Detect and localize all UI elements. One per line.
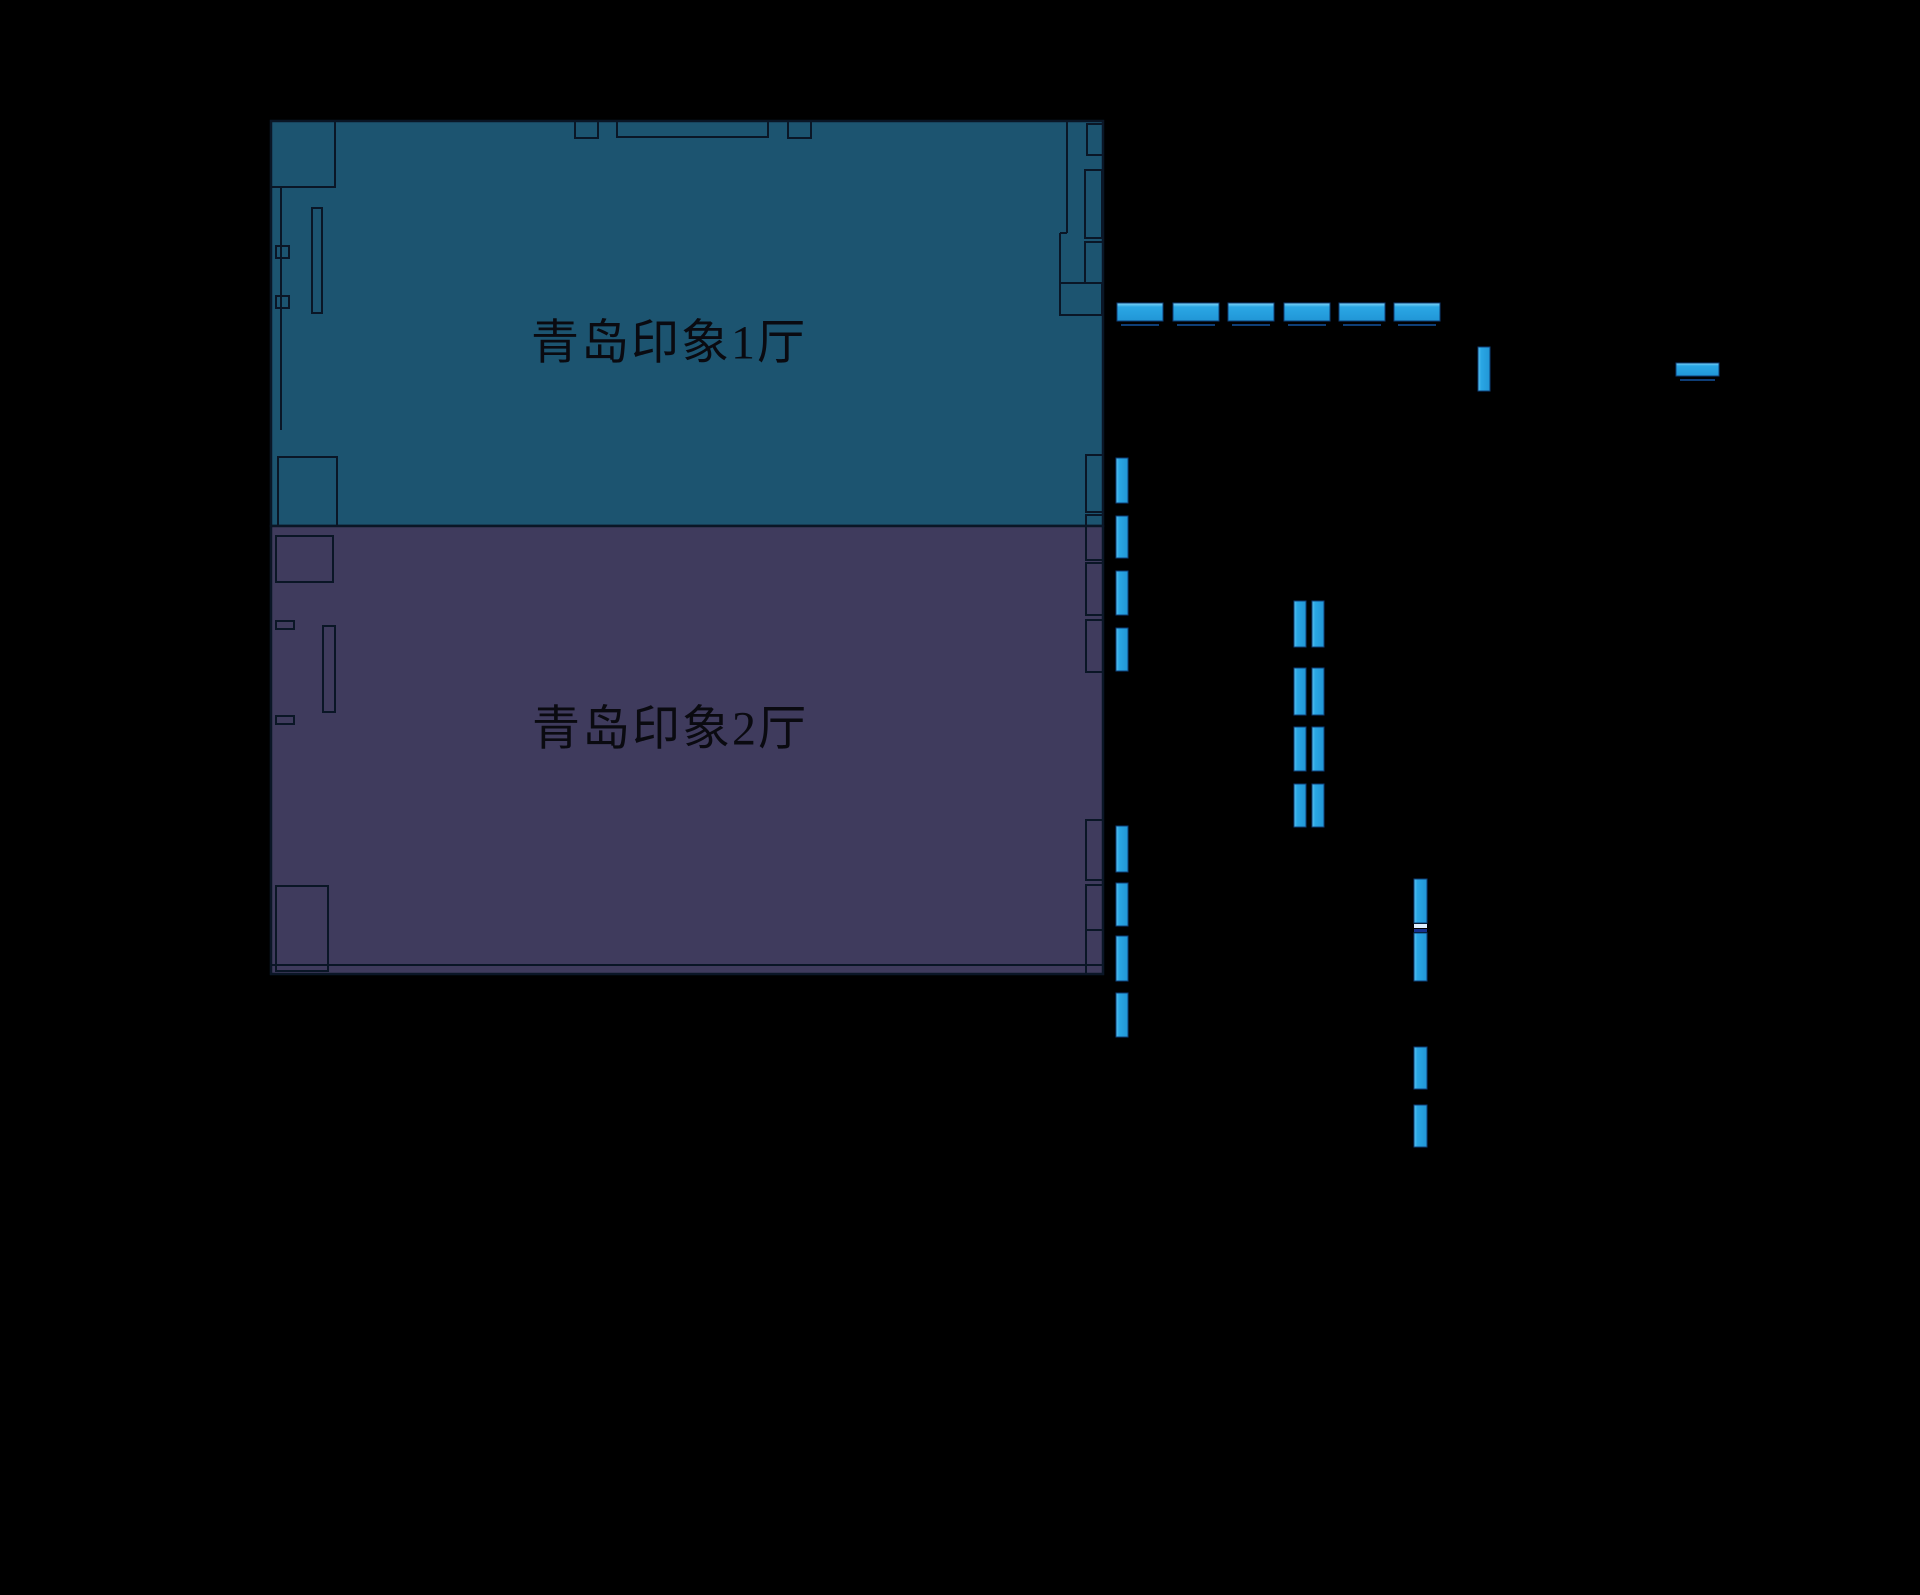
accent-tick-0 [1414,924,1427,928]
door-marker-vertical-18 [1293,667,1307,716]
wall-rect-16 [275,535,334,583]
door-marker-vertical-10 [1115,570,1129,616]
door-marker-shadow-3 [1288,324,1326,326]
door-marker-vertical-16 [1293,600,1307,648]
wall-rect-13 [1085,514,1104,561]
door-marker-vertical-24 [1413,878,1428,924]
door-marker-vertical-9 [1115,515,1129,559]
door-marker-horizontal-4 [1338,302,1386,322]
door-marker-vertical-12 [1115,825,1129,873]
wall-rect-9 [1084,169,1103,239]
door-marker-vertical-21 [1311,726,1325,772]
door-marker-shadow-0 [1121,324,1159,326]
door-marker-horizontal-6 [1675,362,1720,377]
door-marker-vertical-22 [1293,783,1307,828]
hall1-area[interactable] [269,119,1105,528]
door-marker-vertical-26 [1413,1046,1428,1090]
door-marker-vertical-27 [1413,1104,1428,1148]
door-marker-shadow-2 [1232,324,1270,326]
wall-rect-14 [1085,562,1104,616]
wall-rect-3 [311,207,323,314]
wall-rect-15 [1085,619,1104,673]
halls-layer [269,119,1105,976]
wall-rect-21 [1085,819,1104,881]
wall-rect-0 [270,120,336,188]
hall-labels-layer: 青岛印象1厅 青岛印象2厅 [531,316,808,755]
hall2-label: 青岛印象2厅 [532,702,808,755]
door-marker-vertical-8 [1115,457,1129,504]
wall-rect-23 [1085,929,1104,975]
wall-rect-12 [1085,454,1104,513]
wall-rect-19 [275,715,295,725]
hall1-label: 青岛印象1厅 [531,316,807,369]
door-marker-shadow-5 [1398,324,1436,326]
wall-rect-6 [616,120,769,138]
wall-rect-7 [787,120,812,139]
door-markers-layer [1115,302,1720,1148]
wall-rect-1 [275,245,290,259]
door-marker-shadow-1 [1177,324,1215,326]
door-marker-vertical-7 [1477,346,1491,392]
door-marker-horizontal-2 [1227,302,1275,322]
wall-rect-18 [275,620,295,630]
wall-rect-11 [1059,282,1103,316]
wall-rect-8 [1086,123,1104,156]
door-marker-vertical-20 [1293,726,1307,772]
door-marker-shadow-4 [1343,324,1381,326]
door-marker-vertical-25 [1413,932,1428,982]
door-marker-vertical-17 [1311,600,1325,648]
door-marker-vertical-14 [1115,935,1129,982]
door-marker-horizontal-3 [1283,302,1331,322]
wall-rect-20 [275,885,329,972]
accent-tick-1 [1414,929,1427,932]
door-marker-vertical-13 [1115,882,1129,927]
door-marker-vertical-19 [1311,667,1325,716]
wall-rect-2 [275,295,290,309]
door-marker-vertical-11 [1115,627,1129,672]
door-marker-horizontal-1 [1172,302,1220,322]
door-marker-horizontal-0 [1116,302,1164,322]
door-marker-vertical-23 [1311,783,1325,828]
walls-layer [270,120,1104,975]
hall2-area[interactable] [269,524,1105,976]
door-marker-shadow-6 [1680,379,1715,381]
wall-rect-17 [322,625,336,713]
wall-rect-5 [574,120,599,139]
door-marker-horizontal-5 [1393,302,1441,322]
door-marker-vertical-15 [1115,992,1129,1038]
